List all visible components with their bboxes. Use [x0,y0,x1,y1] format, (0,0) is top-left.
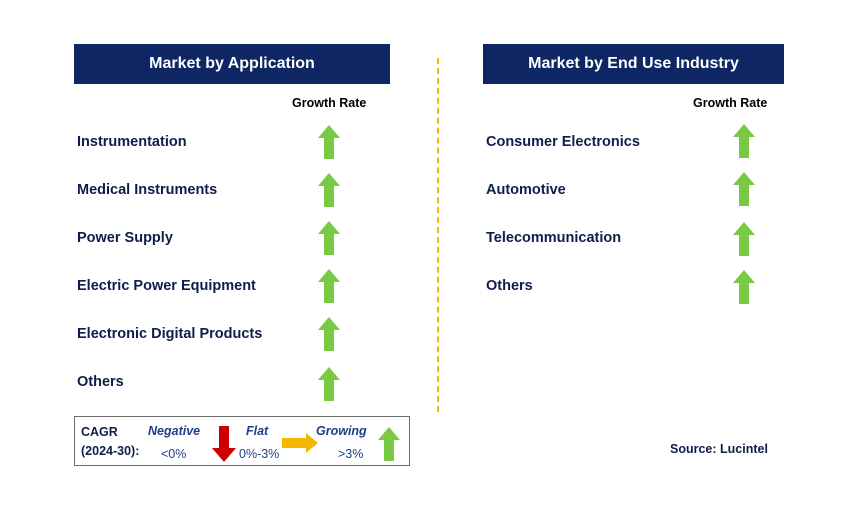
end-use-growth-rate-header: Growth Rate [693,96,768,110]
arrow-up-icon [378,427,400,461]
application-item-label: Medical Instruments [77,182,218,198]
arrow-up-icon [733,172,755,206]
arrow-up-icon [733,124,755,158]
cagr-legend: CAGR (2024-30): Negative <0% Flat 0%-3% … [74,416,410,466]
end-use-panel-title: Market by End Use Industry [483,44,784,84]
arrow-right-icon [282,433,318,453]
arrow-down-icon [212,426,236,462]
arrow-up-icon [318,317,340,351]
legend-cagr-period: (2024-30): [81,444,140,458]
legend-growing-range: >3% [338,447,364,461]
legend-negative-label: Negative [148,424,201,438]
arrow-up-icon [318,367,340,401]
arrow-up-icon [733,270,755,304]
legend-negative-range: <0% [161,447,187,461]
legend-cagr-label: CAGR [81,425,118,439]
application-growth-rate-header: Growth Rate [292,96,367,110]
arrow-up-icon [318,221,340,255]
legend-growing-label: Growing [316,424,367,438]
end-use-item-label: Others [486,278,533,294]
application-item-label: Electronic Digital Products [77,326,263,342]
arrow-up-icon [318,173,340,207]
arrow-up-icon [733,222,755,256]
application-item-label: Electric Power Equipment [77,278,256,294]
application-item-label: Instrumentation [77,134,187,150]
end-use-item-label: Automotive [486,182,566,198]
legend-flat-label: Flat [246,424,269,438]
end-use-item-label: Consumer Electronics [486,134,640,150]
arrow-up-icon [318,269,340,303]
end-use-item-label: Telecommunication [486,230,622,246]
application-panel-title: Market by Application [74,44,390,84]
application-item-label: Power Supply [77,230,173,246]
legend-flat-range: 0%-3% [239,447,280,461]
arrow-up-icon [318,125,340,159]
application-item-label: Others [77,374,124,390]
source-note: Source: Lucintel [670,442,768,456]
panel-divider [437,58,439,412]
